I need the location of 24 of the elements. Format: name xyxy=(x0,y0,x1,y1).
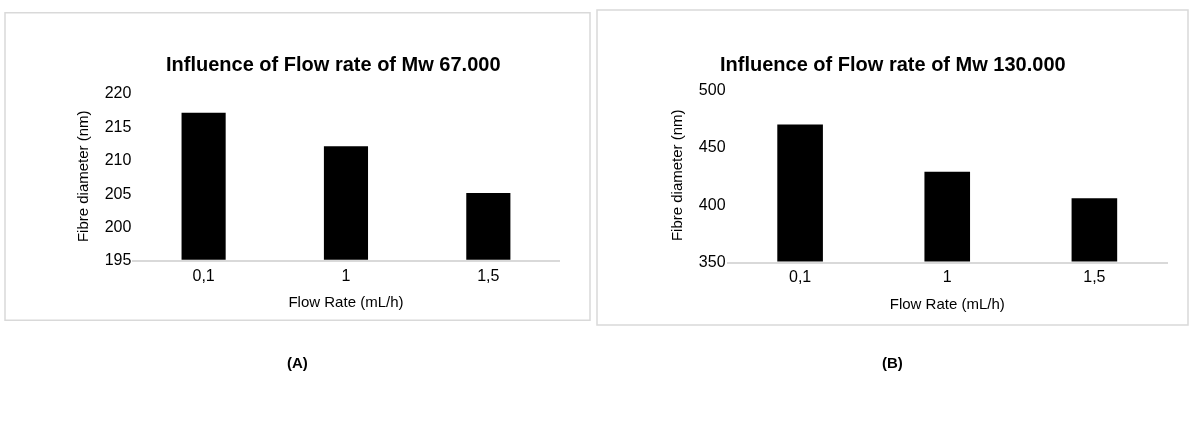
x-tick-label: 0,1 xyxy=(788,268,812,286)
y-tick-label: 350 xyxy=(698,253,726,271)
x-tick-label: 1 xyxy=(942,268,952,286)
y-tick-label: 195 xyxy=(104,251,132,269)
x-axis-title: Flow Rate (mL/h) xyxy=(889,294,1005,312)
x-tick-label: 1,5 xyxy=(1083,268,1106,286)
chart-title: Influence of Flow rate of Mw 130.000 xyxy=(720,53,1066,75)
x-tick-label: 1,5 xyxy=(477,266,500,284)
y-tick-label: 450 xyxy=(698,138,726,156)
y-axis-title: Fibre diameter (nm) xyxy=(73,110,91,243)
y-tick-label: 500 xyxy=(698,80,726,98)
x-axis-title: Flow Rate (mL/h) xyxy=(288,293,404,311)
x-tick-label: 0,1 xyxy=(192,266,215,284)
text: (B) xyxy=(882,354,903,371)
text: (A) xyxy=(287,354,308,371)
y-tick-label: 220 xyxy=(104,84,132,102)
y-tick-label: 400 xyxy=(698,195,726,213)
y-tick-label: 200 xyxy=(104,218,132,236)
chart-title: Influence of Flow rate of Mw 67.000 xyxy=(166,53,501,75)
y-axis-title: Fibre diameter (nm) xyxy=(668,109,686,242)
y-tick-label: 215 xyxy=(104,117,132,135)
y-tick-label: 205 xyxy=(104,184,132,202)
y-tick-label: 210 xyxy=(104,151,132,169)
x-tick-label: 1 xyxy=(341,266,351,284)
